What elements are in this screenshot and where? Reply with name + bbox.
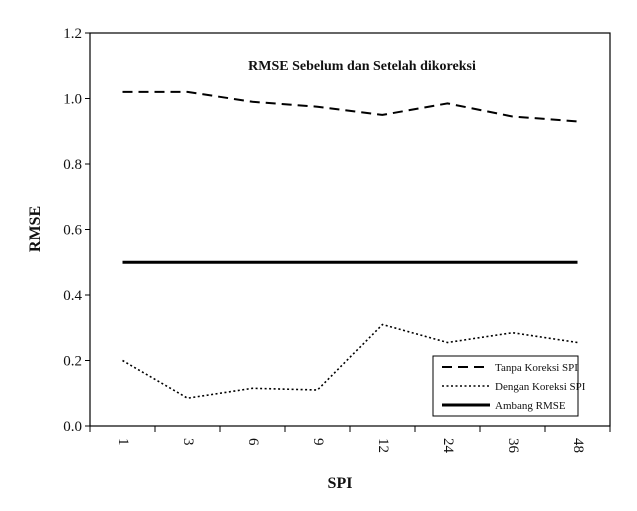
legend-label: Dengan Koreksi SPI [495,381,586,393]
legend-label: Tanpa Koreksi SPI [495,362,578,374]
y-tick-label: 0.6 [63,223,82,239]
legend: Tanpa Koreksi SPI Dengan Koreksi SPI Amban… [432,355,586,417]
x-tick-label: 12 [375,438,391,453]
legend-label: Ambang RMSE [495,400,566,412]
y-tick-label: 1.2 [63,26,82,42]
x-axis: 1 3 6 9 12 24 36 48 [89,426,611,454]
y-tick-label: 0.2 [63,354,82,370]
y-axis-title: RMSE [27,206,44,252]
x-tick-label: 9 [310,438,326,446]
y-tick-label: 0.4 [63,288,82,304]
series-layer [122,90,578,400]
series-line-1 [122,323,578,400]
y-tick-label: 1.0 [63,92,82,108]
x-tick-label: 6 [245,438,261,446]
y-tick-label: 0.8 [63,157,82,173]
x-tick-label: 24 [440,438,456,454]
y-tick-label: 0.0 [63,419,82,435]
y-axis: 0.0 0.2 0.4 0.6 0.8 1.0 1.2 [63,26,90,435]
x-axis-title: SPI [328,475,353,492]
x-tick-label: 1 [115,438,131,446]
x-tick-label: 36 [505,438,521,454]
chart-title: RMSE Sebelum dan Setelah dikoreksi [248,59,476,74]
series-line-0 [122,90,578,123]
x-tick-label: 48 [570,438,586,453]
x-tick-label: 3 [180,438,196,446]
